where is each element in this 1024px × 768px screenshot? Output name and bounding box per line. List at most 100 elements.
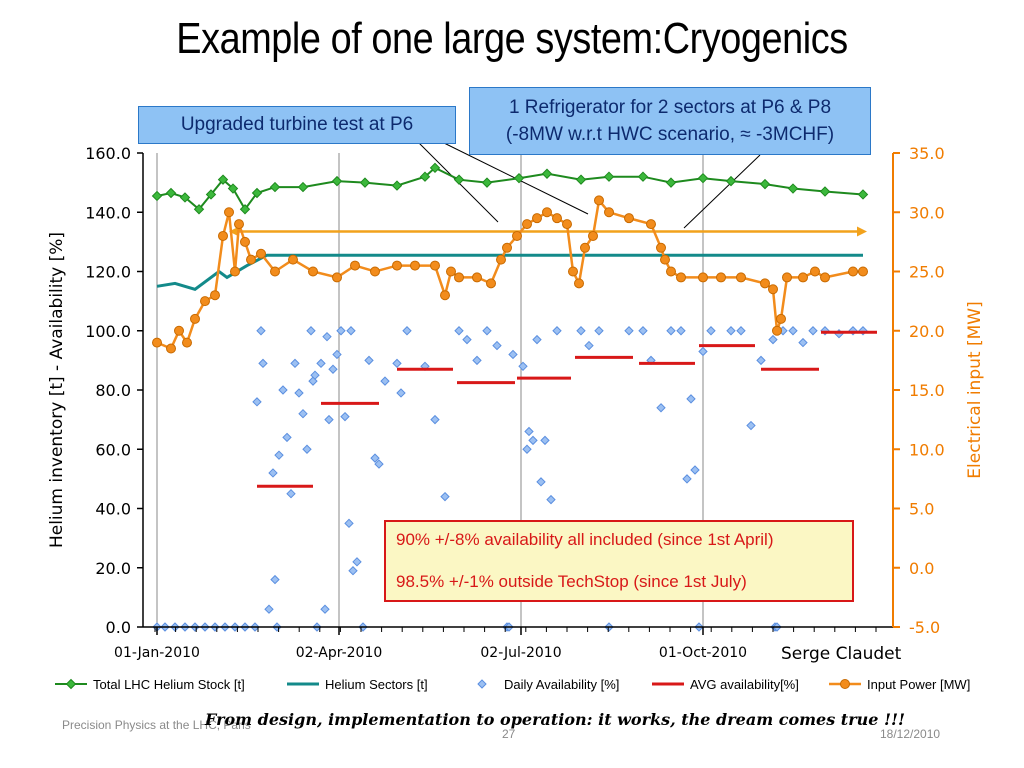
- availability-point: [522, 444, 532, 454]
- availability-point: [528, 435, 538, 446]
- y-axis-title: Helium inventory [t] - Availability [%]: [47, 232, 67, 548]
- refrigerator-pointer-line: [683, 154, 761, 229]
- y2-tick-label-5: 20.0: [909, 322, 945, 341]
- availability-point: [380, 376, 390, 386]
- availability-point: [656, 403, 666, 413]
- input-power-point: [522, 219, 532, 230]
- input-power-point: [256, 248, 266, 259]
- legend-label-1: Helium Sectors [t]: [325, 677, 428, 692]
- availability-point: [546, 494, 556, 505]
- availability-point: [340, 411, 350, 422]
- chart-legend: Total LHC Helium Stock [t] Helium Sectors…: [55, 677, 970, 692]
- helium-stock-point: [297, 181, 309, 193]
- helium-stock-point: [857, 189, 869, 200]
- input-power-point: [224, 207, 234, 218]
- y-tick-label-5: 100.0: [85, 322, 131, 341]
- availability-point: [788, 326, 798, 336]
- legend-swatch-marker: [65, 678, 77, 690]
- helium-stock-point: [391, 180, 403, 191]
- input-power-point: [218, 230, 228, 241]
- legend-item-0: Total LHC Helium Stock [t]: [55, 677, 245, 692]
- y2-tick-label-8: 35.0: [909, 144, 945, 163]
- legend-item-1: Helium Sectors [t]: [287, 677, 428, 692]
- footer-page-number: 27: [502, 727, 516, 741]
- availability-point: [320, 604, 330, 614]
- input-power-point: [676, 272, 686, 283]
- input-power-point: [760, 278, 770, 289]
- availability-point: [286, 488, 296, 499]
- input-power-point: [182, 337, 192, 348]
- input-power-point: [430, 260, 440, 271]
- chart-annotations: [229, 141, 867, 237]
- input-power-point: [716, 272, 726, 283]
- helium-stock-point: [575, 174, 587, 185]
- availability-point: [316, 358, 326, 369]
- x-tick-label-3: 01-Oct-2010: [659, 645, 747, 661]
- input-power-point: [656, 242, 666, 253]
- availability-point: [336, 326, 346, 336]
- availability-point: [508, 349, 518, 360]
- input-power-point: [446, 266, 456, 277]
- availability-point: [638, 326, 648, 336]
- availability-point: [256, 326, 266, 336]
- y2-tick-label-6: 25.0: [909, 263, 945, 282]
- input-power-point: [798, 272, 808, 283]
- y-tick-label-8: 160.0: [85, 144, 131, 163]
- availability-note-line2: 98.5% +/-1% outside TechStop (since 1st …: [396, 572, 747, 591]
- availability-point: [324, 414, 334, 425]
- reference-arrow-head-right: [857, 226, 867, 237]
- input-power-point: [820, 272, 830, 283]
- input-power-point: [166, 343, 176, 354]
- chart-series: [151, 162, 877, 632]
- input-power-point: [666, 266, 676, 277]
- availability-point: [274, 450, 284, 460]
- availability-point: [768, 334, 778, 345]
- legend-swatch-marker: [840, 679, 850, 689]
- input-power-point: [496, 254, 506, 265]
- availability-point: [310, 370, 320, 380]
- helium-stock-point: [787, 183, 799, 194]
- y2-tick-label-4: 15.0: [909, 381, 945, 400]
- x-tick-label-2: 02-Jul-2010: [480, 645, 561, 661]
- availability-point: [552, 326, 562, 336]
- availability-point: [518, 361, 528, 372]
- input-power-point: [782, 272, 792, 283]
- availability-point: [332, 349, 342, 360]
- legend-swatch-marker: [477, 679, 487, 689]
- legend-item-3: AVG availability[%]: [652, 677, 799, 692]
- legend-label-3: AVG availability[%]: [690, 677, 799, 692]
- input-power-point: [410, 260, 420, 271]
- input-power-point: [646, 219, 656, 230]
- input-power-point: [542, 207, 552, 218]
- y2-tick-label-2: 5.0: [909, 500, 934, 519]
- legend-label-2: Daily Availability [%]: [504, 677, 619, 692]
- input-power-point: [350, 260, 360, 271]
- input-power-point: [234, 219, 244, 230]
- availability-point: [798, 337, 808, 348]
- helium-stock-point: [481, 177, 493, 188]
- legend-label-0: Total LHC Helium Stock [t]: [93, 677, 245, 692]
- y-tick-label-3: 60.0: [95, 440, 131, 459]
- input-power-point: [698, 272, 708, 283]
- availability-point: [264, 604, 274, 614]
- input-power-point: [152, 337, 162, 348]
- helium-stock-point: [227, 183, 239, 194]
- input-power-point: [858, 266, 868, 277]
- helium-stock-point: [637, 171, 649, 182]
- availability-point: [402, 326, 412, 336]
- availability-point: [532, 334, 542, 345]
- availability-point: [282, 432, 292, 443]
- input-power-point: [502, 242, 512, 253]
- availability-point: [524, 426, 534, 437]
- helium-stock-point: [205, 189, 217, 200]
- availability-note-line1: 90% +/-8% availability all included (sin…: [396, 530, 774, 549]
- availability-point: [290, 358, 300, 369]
- availability-point: [594, 326, 604, 336]
- helium-stock-point: [759, 178, 771, 190]
- y-tick-label-4: 80.0: [95, 381, 131, 400]
- availability-point: [462, 334, 472, 345]
- availability-point: [690, 465, 700, 475]
- y-tick-label-6: 120.0: [85, 263, 131, 282]
- input-power-point: [332, 272, 342, 283]
- availability-point: [346, 326, 356, 336]
